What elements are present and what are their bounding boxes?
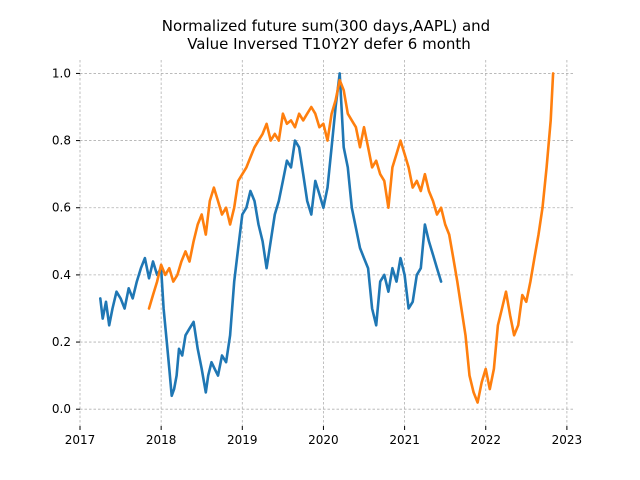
x-tick-label: 2022 (470, 433, 501, 447)
y-tick-label: 1.0 (52, 66, 71, 80)
x-tick-label: 2021 (389, 433, 420, 447)
axis-ticks: 2017 2018 2019 2020 2021 2022 2023 0.0 0.2 0.4 0.6… (52, 66, 582, 447)
y-tick-label: 0.0 (52, 402, 71, 416)
x-tick-label: 2017 (65, 433, 96, 447)
x-tick-label: 2018 (146, 433, 177, 447)
y-tick-label: 0.4 (52, 268, 71, 282)
x-tick-label: 2020 (308, 433, 339, 447)
x-tick-label: 2023 (552, 433, 583, 447)
y-tick-label: 0.6 (52, 201, 71, 215)
x-tick-label: 2019 (227, 433, 258, 447)
chart-title-line-1: Normalized future sum(300 days,AAPL) and (162, 17, 490, 35)
series-line-1 (99, 72, 443, 398)
y-tick-label: 0.2 (52, 335, 71, 349)
y-tick-label: 0.8 (52, 134, 71, 148)
chart-title-line-2: Value Inversed T10Y2Y defer 6 month (187, 35, 471, 53)
series-line-2 (147, 72, 555, 404)
plot-series (99, 72, 555, 404)
